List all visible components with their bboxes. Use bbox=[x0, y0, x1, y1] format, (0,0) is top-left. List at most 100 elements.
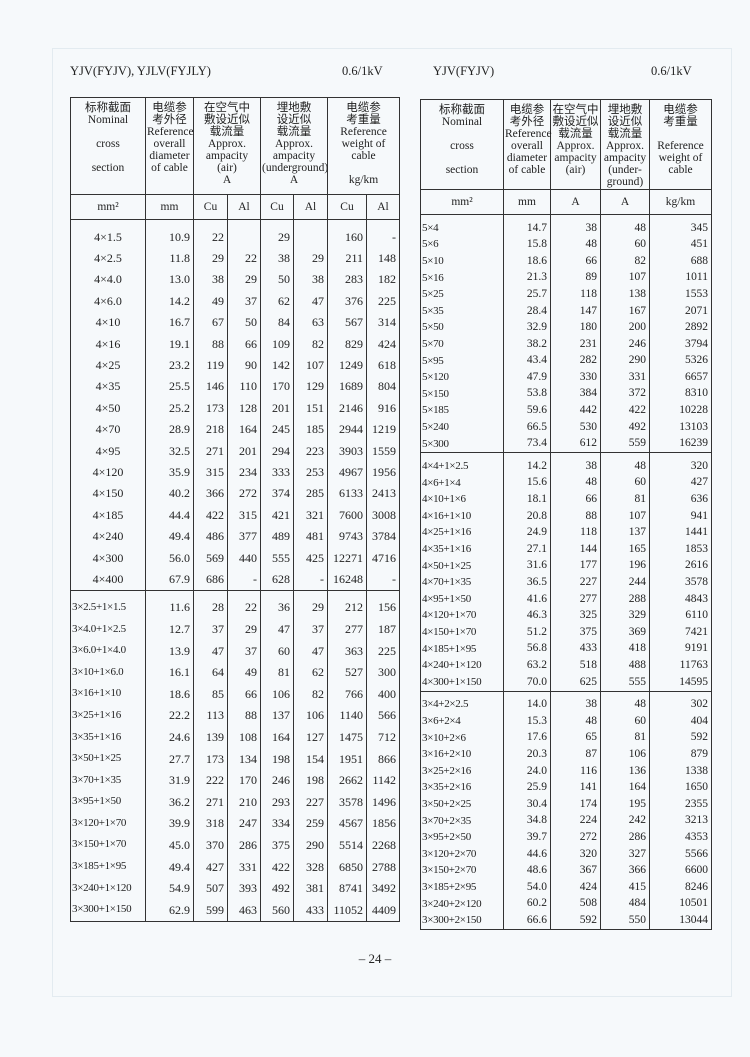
cross-section-cell: 4×240+1×120 bbox=[420, 657, 504, 675]
unit-cell: Al bbox=[293, 194, 328, 220]
value-cell: 384 bbox=[550, 385, 601, 403]
value-cell: 463 bbox=[227, 898, 261, 922]
value-cell: 288 bbox=[600, 591, 650, 608]
value-cell: 29 bbox=[293, 247, 328, 269]
right-table-title: YJV(FYJV) bbox=[433, 64, 495, 78]
value-cell: 16239 bbox=[649, 435, 712, 453]
table-row: 3×35+1×16 24.6 139 108 164 127 1475 712 bbox=[70, 726, 401, 748]
value-cell: 492 bbox=[600, 419, 650, 436]
value-cell: 17.6 bbox=[503, 729, 551, 747]
cross-section-cell: 3×240+1×120 bbox=[70, 877, 146, 899]
header-nominal-section: 标称截面 Nominal cross section bbox=[70, 97, 146, 195]
value-cell: 334 bbox=[260, 812, 294, 835]
cross-section-cell: 3×120+1×70 bbox=[70, 812, 146, 835]
value-cell: 18.1 bbox=[503, 491, 551, 509]
value-cell: 49 bbox=[227, 661, 261, 684]
table-row: 3×6+2×4 15.3 48 60 404 bbox=[420, 713, 712, 730]
value-cell: 293 bbox=[260, 790, 294, 813]
value-cell: 366 bbox=[193, 482, 228, 505]
row-group: 3×4+2×2.5 14.0 38 48 302 3×6+2×4 15.3 48 60 404 3×… bbox=[420, 691, 712, 930]
cross-section-cell: 4×50 bbox=[70, 397, 146, 419]
value-cell: 22 bbox=[227, 590, 261, 619]
header-ampacity-air: 在空气中 敷设近似 载流量 Approx. ampacity (air) bbox=[550, 99, 601, 190]
unit-cell: Cu bbox=[327, 194, 367, 220]
value-cell: 424 bbox=[550, 879, 601, 896]
table-row: 5×35 28.4 147 167 2071 bbox=[420, 302, 712, 320]
value-cell: 374 bbox=[260, 482, 294, 505]
value-cell: 60 bbox=[600, 236, 650, 254]
value-cell: 113 bbox=[193, 704, 228, 727]
cross-section-cell: 4×400 bbox=[70, 568, 146, 591]
cross-section-cell: 3×4+2×2.5 bbox=[420, 691, 504, 714]
cross-section-cell: 4×70 bbox=[70, 418, 146, 440]
value-cell: 108 bbox=[227, 726, 261, 748]
value-cell: 315 bbox=[227, 504, 261, 526]
cross-section-cell: 5×25 bbox=[420, 286, 504, 303]
value-cell: 1689 bbox=[327, 375, 367, 398]
value-cell: 9743 bbox=[327, 525, 367, 547]
value-cell: 29 bbox=[227, 268, 261, 291]
value-cell: 25.5 bbox=[145, 375, 194, 398]
cross-section-cell: 5×70 bbox=[420, 336, 504, 353]
value-cell: 804 bbox=[365, 375, 401, 398]
value-cell: 29 bbox=[260, 219, 294, 248]
value-cell: 127 bbox=[293, 726, 328, 748]
value-cell: 66 bbox=[227, 332, 261, 355]
header-nominal-section: 标称截面 Nominal cross section bbox=[420, 99, 504, 190]
cross-section-cell: 4×120 bbox=[70, 461, 146, 483]
cross-section-cell: 4×150+1×70 bbox=[420, 624, 504, 641]
value-cell: 141 bbox=[550, 779, 601, 797]
value-cell: 49 bbox=[193, 290, 228, 312]
cross-section-cell: 3×6.0+1×4.0 bbox=[70, 639, 146, 662]
cross-section-cell: 4×300+1×150 bbox=[420, 674, 504, 692]
value-cell: 66 bbox=[550, 491, 601, 509]
value-cell: 688 bbox=[649, 253, 712, 270]
table-row: 4×240+1×120 63.2 518 488 11763 bbox=[420, 657, 712, 675]
value-cell: 198 bbox=[293, 769, 328, 791]
value-cell: 66 bbox=[227, 683, 261, 705]
cross-section-cell: 4×6+1×4 bbox=[420, 474, 504, 492]
table-row: 3×50+1×25 27.7 173 134 198 154 1951 866 bbox=[70, 747, 401, 770]
value-cell: 28 bbox=[193, 590, 228, 619]
value-cell: 6133 bbox=[327, 482, 367, 505]
value-cell: 333 bbox=[260, 461, 294, 483]
value-cell bbox=[293, 219, 328, 248]
cross-section-cell: 5×240 bbox=[420, 419, 504, 436]
table-row: 4×4.0 13.0 38 29 50 38 283 182 bbox=[70, 268, 401, 291]
cross-section-cell: 4×35+1×16 bbox=[420, 541, 504, 558]
value-cell: 367 bbox=[550, 862, 601, 880]
value-cell: 1650 bbox=[649, 779, 712, 797]
table-row: 3×95+2×50 39.7 272 286 4353 bbox=[420, 829, 712, 846]
value-cell: 560 bbox=[260, 898, 294, 922]
table-row: 5×4 14.7 38 48 345 bbox=[420, 214, 712, 237]
value-cell: 36.2 bbox=[145, 790, 194, 813]
value-cell: 39.9 bbox=[145, 812, 194, 835]
value-cell: 62.9 bbox=[145, 898, 194, 922]
value-cell: 1553 bbox=[649, 286, 712, 303]
value-cell: 200 bbox=[600, 319, 650, 337]
value-cell: 425 bbox=[293, 546, 328, 569]
value-cell: 44.6 bbox=[503, 845, 551, 863]
value-cell: 63 bbox=[293, 311, 328, 333]
unit-cell: A bbox=[550, 189, 601, 215]
value-cell: 14.7 bbox=[503, 214, 551, 237]
value-cell: 18.6 bbox=[145, 683, 194, 705]
value-cell: - bbox=[293, 568, 328, 591]
value-cell: 38 bbox=[260, 247, 294, 269]
value-cell: 442 bbox=[550, 402, 601, 420]
value-cell: 14595 bbox=[649, 674, 712, 692]
cross-section-cell: 5×150 bbox=[420, 385, 504, 403]
value-cell: 559 bbox=[600, 435, 650, 453]
value-cell: 107 bbox=[600, 269, 650, 287]
value-cell: 31.6 bbox=[503, 557, 551, 575]
value-cell: 294 bbox=[260, 439, 294, 462]
value-cell: 1011 bbox=[649, 269, 712, 287]
table-row: 3×25+1×16 22.2 113 88 137 106 1140 566 bbox=[70, 704, 401, 727]
table-row: 4×35+1×16 27.1 144 165 1853 bbox=[420, 541, 712, 558]
cross-section-cell: 3×50+2×25 bbox=[420, 796, 504, 813]
value-cell: - bbox=[365, 568, 401, 591]
table-row: 4×35 25.5 146 110 170 129 1689 804 bbox=[70, 375, 401, 398]
value-cell: 67 bbox=[193, 311, 228, 333]
value-cell: 136 bbox=[600, 763, 650, 780]
value-cell: 90 bbox=[227, 354, 261, 376]
